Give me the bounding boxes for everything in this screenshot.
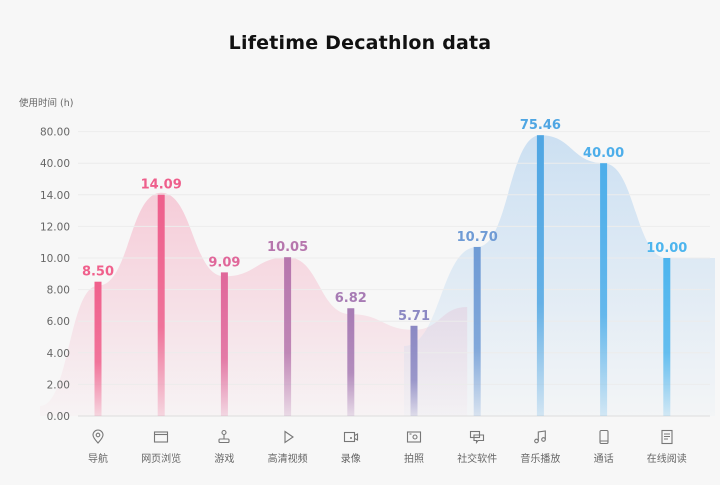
x-tick-label: 游戏 xyxy=(214,454,235,465)
value-label: 10.05 xyxy=(267,240,308,255)
bar-5 xyxy=(410,325,418,416)
value-label: 75.46 xyxy=(520,118,561,133)
bar-3 xyxy=(284,257,292,416)
y-tick-label: 14.00 xyxy=(40,190,70,202)
browser-window-icon xyxy=(153,429,169,445)
bar-6 xyxy=(473,246,481,416)
x-tick-label: 录像 xyxy=(340,454,361,465)
x-tick-label: 社交软件 xyxy=(457,454,498,465)
x-tick-label: 导航 xyxy=(88,454,108,465)
y-axis-label: 使用时间 (h) xyxy=(19,98,74,109)
chart-title: Lifetime Decathlon data xyxy=(228,32,492,54)
value-label: 5.71 xyxy=(398,309,430,324)
bar-0 xyxy=(94,281,102,416)
value-label: 14.09 xyxy=(141,178,182,193)
x-tick-label: 拍照 xyxy=(404,454,424,465)
music-note-icon xyxy=(532,429,548,445)
value-label: 40.00 xyxy=(583,146,624,161)
value-label: 8.50 xyxy=(82,265,114,280)
y-tick-label: 12.00 xyxy=(40,221,70,233)
y-tick-label: 8.00 xyxy=(47,285,70,297)
joystick-icon xyxy=(216,429,232,445)
y-tick-label: 6.00 xyxy=(47,316,70,328)
y-tick-label: 4.00 xyxy=(47,348,70,360)
x-tick-label: 网页浏览 xyxy=(141,454,182,465)
play-icon xyxy=(280,429,296,445)
bar-9 xyxy=(663,258,671,416)
document-icon xyxy=(659,429,675,445)
value-label: 10.00 xyxy=(646,241,687,256)
phone-icon xyxy=(596,429,612,445)
camera-icon xyxy=(406,429,422,445)
value-label: 9.09 xyxy=(208,255,240,270)
y-tick-label: 80.00 xyxy=(40,127,70,139)
bar-1 xyxy=(157,194,165,416)
bar-7 xyxy=(536,135,544,417)
value-label: 6.82 xyxy=(335,291,367,306)
y-tick-label: 2.00 xyxy=(47,379,70,391)
blue-area xyxy=(404,135,715,417)
y-tick-label: 0.00 xyxy=(47,411,70,423)
pink-area xyxy=(40,192,468,416)
y-tick-label: 40.00 xyxy=(40,158,70,170)
location-pin-icon xyxy=(90,429,106,445)
y-tick-label: 10.00 xyxy=(40,253,70,265)
x-tick-label: 通话 xyxy=(593,454,614,465)
bar-8 xyxy=(600,163,608,416)
x-tick-label: 高清视频 xyxy=(267,454,308,465)
x-tick-label: 在线阅读 xyxy=(646,454,687,465)
chat-bubbles-icon xyxy=(469,429,485,445)
value-label: 10.70 xyxy=(457,230,498,245)
bar-4 xyxy=(347,308,355,416)
video-camera-icon xyxy=(343,429,359,445)
bar-2 xyxy=(220,272,228,416)
x-tick-label: 音乐播放 xyxy=(520,454,561,465)
